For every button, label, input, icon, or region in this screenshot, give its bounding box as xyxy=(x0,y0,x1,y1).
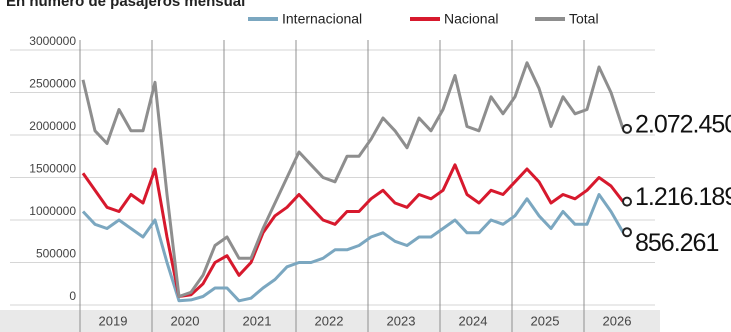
y-tick-label: 1500000 xyxy=(29,162,76,176)
x-tick-label: 2024 xyxy=(459,313,488,328)
y-tick-label: 2000000 xyxy=(29,119,76,133)
series-line xyxy=(81,61,625,298)
y-tick-label: 0 xyxy=(69,289,76,303)
y-tick-label: 500000 xyxy=(36,247,76,261)
series-line xyxy=(81,193,625,303)
y-tick-label: 1000000 xyxy=(29,204,76,218)
series-line xyxy=(81,163,625,298)
y-tick-label: 3000000 xyxy=(29,34,76,48)
legend-label: Total xyxy=(569,11,599,27)
x-tick-label: 2022 xyxy=(315,313,344,328)
x-axis-band xyxy=(0,310,660,332)
chart-title: En número de pasajeros mensual xyxy=(6,0,245,10)
x-tick-label: 2021 xyxy=(243,313,272,328)
end-marker xyxy=(622,123,632,134)
end-marker xyxy=(622,196,632,207)
x-tick-label: 2020 xyxy=(171,313,200,328)
legend-label: Internacional xyxy=(282,11,362,27)
x-tick-label: 2019 xyxy=(99,313,128,328)
x-tick-label: 2026 xyxy=(603,313,632,328)
end-value-label: 856.261 xyxy=(635,229,718,257)
legend-label: Nacional xyxy=(444,11,498,27)
y-tick-label: 2500000 xyxy=(29,77,76,91)
end-value-label: 1.216.189 xyxy=(635,183,731,211)
end-marker xyxy=(622,227,632,238)
x-tick-label: 2023 xyxy=(387,313,416,328)
end-value-label: 2.072.450 xyxy=(635,110,731,138)
x-tick-label: 2025 xyxy=(531,313,560,328)
